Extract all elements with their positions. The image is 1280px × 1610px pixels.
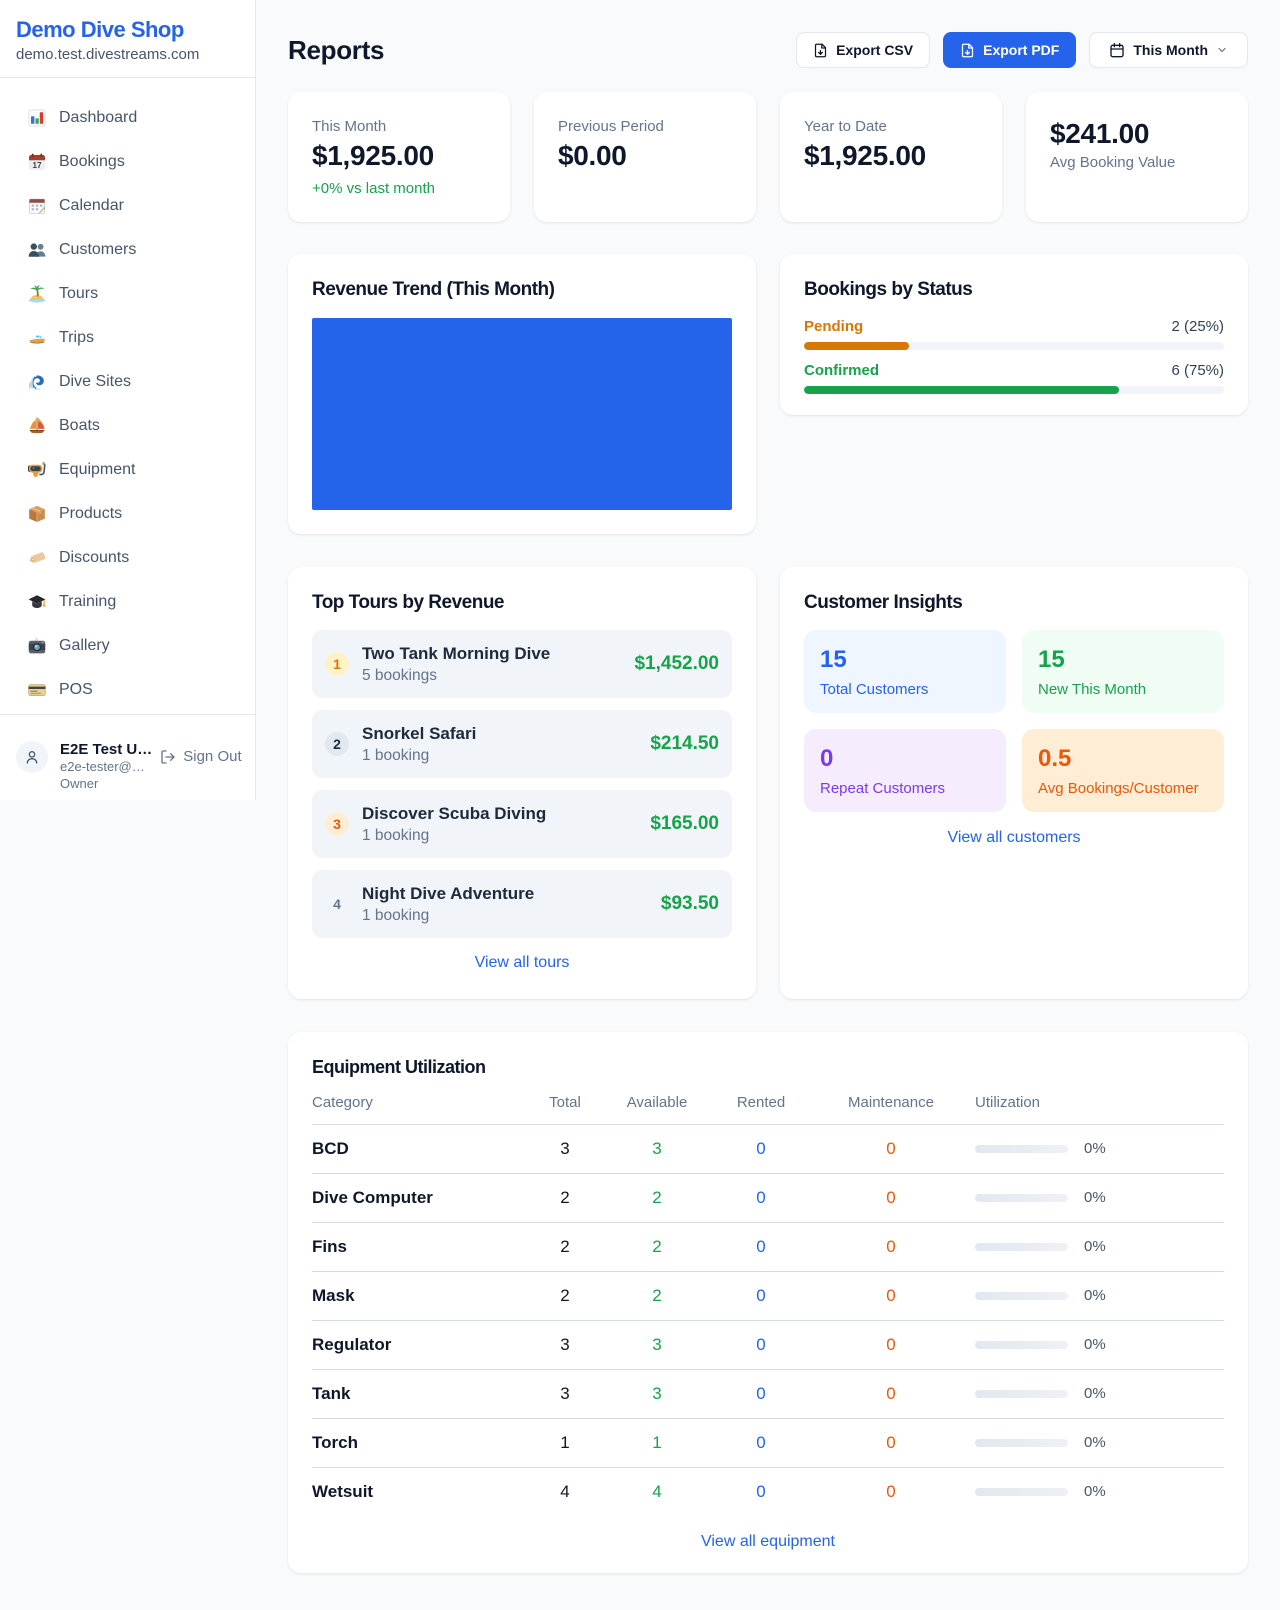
svg-text:17: 17 xyxy=(32,160,42,170)
